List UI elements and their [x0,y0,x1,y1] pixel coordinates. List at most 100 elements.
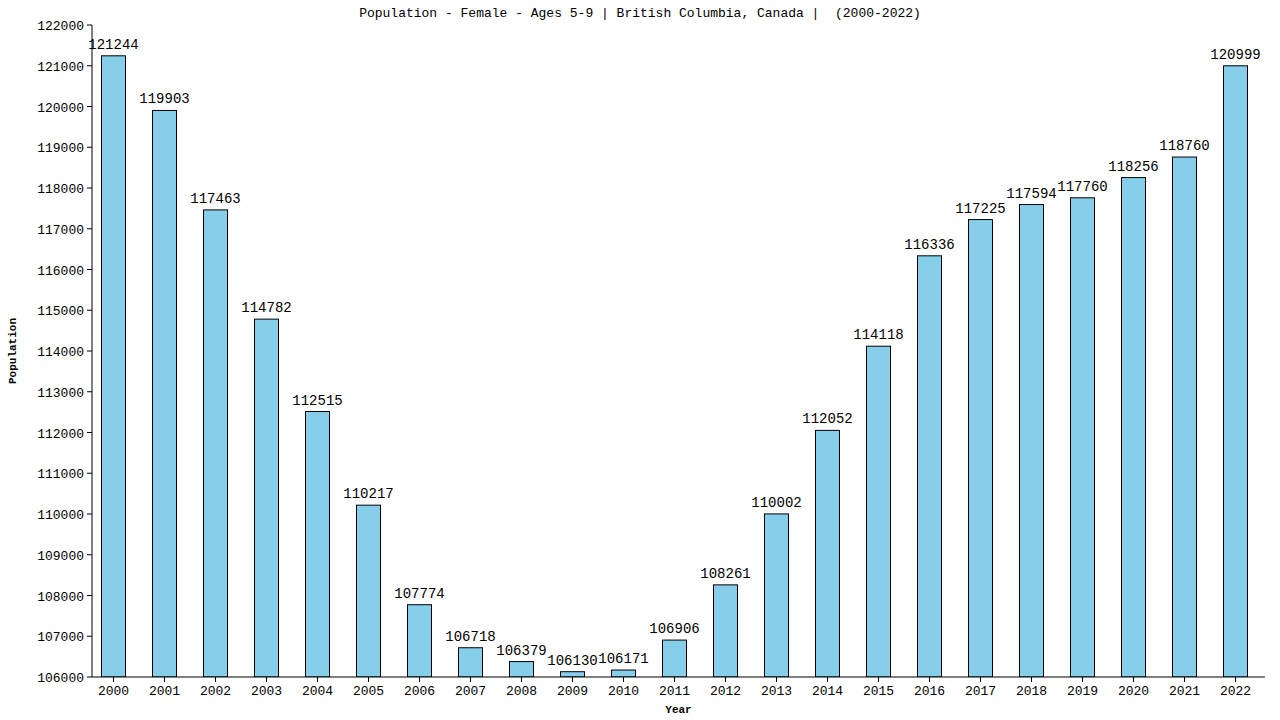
data-label: 121244 [88,37,138,53]
x-tick [419,677,420,682]
x-tick-label: 2009 [557,684,588,699]
y-tick [87,310,92,311]
y-tick [87,269,92,270]
bar [102,56,126,677]
x-tick-label: 2015 [863,684,894,699]
bar [1071,198,1095,677]
data-label: 106718 [445,629,495,645]
y-tick-label: 121000 [37,60,84,75]
bars [102,56,1248,677]
x-tick [1133,677,1134,682]
x-tick-label: 2022 [1220,684,1251,699]
bar [867,346,891,677]
x-tick [164,677,165,682]
y-tick-label: 116000 [37,264,84,279]
bar [357,505,381,677]
x-tick [113,677,114,682]
x-tick [674,677,675,682]
data-label: 110217 [343,486,393,502]
x-tick [215,677,216,682]
y-tick-label: 114000 [37,345,84,360]
x-tick [1235,677,1236,682]
x-tick-label: 2017 [965,684,996,699]
data-label: 112515 [292,393,342,409]
x-tick [1031,677,1032,682]
x-tick-label: 2018 [1016,684,1047,699]
bar [1224,66,1248,677]
y-tick-label: 119000 [37,141,84,156]
chart: Population - Female - Ages 5-9 | British… [0,0,1280,720]
data-label: 118256 [1108,159,1158,175]
y-tick [87,677,92,678]
data-label: 114782 [241,300,291,316]
y-tick-label: 108000 [37,590,84,605]
x-tick-label: 2014 [812,684,843,699]
x-tick [980,677,981,682]
x-tick [1082,677,1083,682]
x-tick [929,677,930,682]
y-tick [87,636,92,637]
bar [1173,157,1197,677]
bar [306,412,330,677]
y-tick-label: 117000 [37,223,84,238]
bar [408,605,432,677]
y-tick-label: 110000 [37,508,84,523]
x-tick-label: 2020 [1118,684,1149,699]
data-label: 106130 [547,653,597,669]
y-tick-label: 118000 [37,182,84,197]
x-tick [521,677,522,682]
data-label: 106171 [598,651,648,667]
data-label: 110002 [751,495,801,511]
data-label: 117594 [1006,186,1056,202]
y-tick [87,432,92,433]
x-tick-label: 2008 [506,684,537,699]
data-label: 114118 [853,327,903,343]
y-tick [87,554,92,555]
bar [969,220,993,677]
bar [918,256,942,677]
x-axis-label: Year [665,704,691,716]
x-tick-label: 2013 [761,684,792,699]
y-tick-label: 106000 [37,671,84,686]
bar [1020,205,1044,677]
y-tick [87,106,92,107]
y-tick [87,228,92,229]
x-tick [317,677,318,682]
data-label: 106906 [649,621,699,637]
x-tick [572,677,573,682]
x-tick-label: 2011 [659,684,690,699]
data-label: 117760 [1057,179,1107,195]
y-tick [87,473,92,474]
y-tick-label: 115000 [37,304,84,319]
x-tick [368,677,369,682]
data-label: 106379 [496,643,546,659]
x-tick [776,677,777,682]
y-tick-label: 109000 [37,549,84,564]
data-label: 112052 [802,411,852,427]
data-label: 116336 [904,237,954,253]
y-tick-label: 122000 [37,19,84,34]
bar [510,662,534,677]
x-tick [470,677,471,682]
y-tick [87,25,92,26]
y-tick-label: 112000 [37,427,84,442]
y-tick [87,65,92,66]
y-tick [87,351,92,352]
y-tick [87,147,92,148]
data-label: 119903 [139,91,189,107]
x-tick-label: 2004 [302,684,333,699]
x-tick [1184,677,1185,682]
x-axis [92,677,1265,678]
y-tick [87,514,92,515]
x-tick-label: 2019 [1067,684,1098,699]
x-tick-label: 2016 [914,684,945,699]
x-tick [725,677,726,682]
bar [459,648,483,677]
x-tick [266,677,267,682]
bar [714,585,738,677]
x-tick-label: 2006 [404,684,435,699]
x-tick-label: 2005 [353,684,384,699]
x-tick-label: 2007 [455,684,486,699]
y-tick [87,188,92,189]
y-tick [87,595,92,596]
